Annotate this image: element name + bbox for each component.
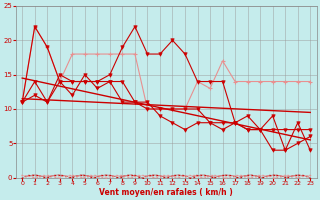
X-axis label: Vent moyen/en rafales ( km/h ): Vent moyen/en rafales ( km/h ) — [100, 188, 233, 197]
